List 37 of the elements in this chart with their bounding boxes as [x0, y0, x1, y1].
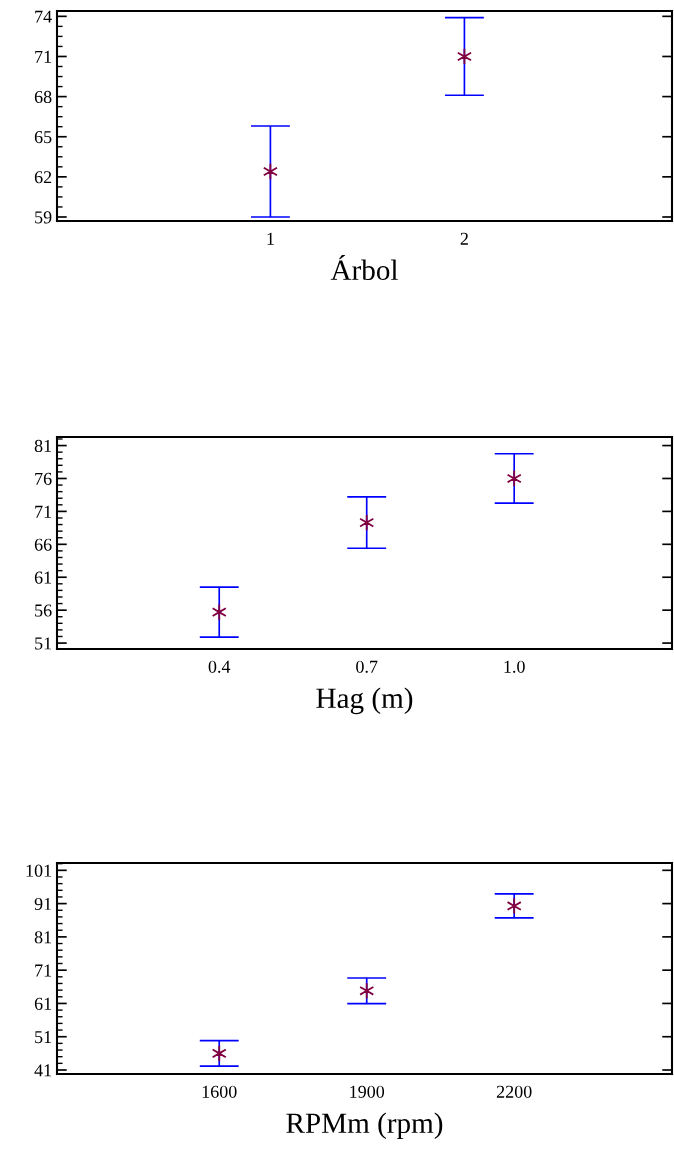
- x-axis-title: Árbol: [330, 254, 398, 281]
- y-tick-label: 59: [35, 211, 52, 224]
- y-tick-label: 74: [35, 10, 52, 23]
- y-tick-label: 91: [34, 897, 52, 911]
- x-tick-label: 1600: [202, 1085, 237, 1098]
- y-tick-label: 41: [34, 1064, 52, 1077]
- y-tick-label: 68: [34, 90, 52, 104]
- y-tick-label: 76: [35, 472, 52, 485]
- x-tick-label: 0.4: [208, 660, 231, 673]
- point: [211, 1044, 227, 1062]
- y-tick-label: 66: [34, 538, 52, 551]
- y-tick-label: 56: [35, 604, 52, 617]
- x-tick-label: 2200: [496, 1085, 532, 1098]
- y-tick-label: 65: [34, 131, 52, 144]
- x-tick-label: 1: [267, 232, 274, 245]
- x-axis-title: Hag (m): [316, 687, 413, 715]
- point: [211, 603, 227, 621]
- y-tick-label: 51: [35, 637, 52, 650]
- y-tick-label: 81: [34, 439, 52, 452]
- x-tick-label: 1.0: [504, 660, 525, 673]
- y-tick-label: 71: [35, 964, 52, 977]
- x-axis-title: RPMm (rpm): [286, 1112, 443, 1140]
- y-tick-label: 61: [34, 571, 52, 584]
- point: [506, 897, 522, 915]
- y-tick-label: 71: [35, 505, 52, 518]
- y-tick-label: 71: [35, 50, 52, 63]
- y-tick-label: 101: [26, 864, 52, 877]
- point: [359, 514, 375, 532]
- x-tick-label: 0.7: [356, 660, 378, 673]
- x-tick-label: 1900: [350, 1085, 385, 1098]
- y-tick-label: 62: [34, 171, 52, 184]
- y-tick-label: 61: [34, 997, 52, 1010]
- y-tick-label: 81: [34, 931, 52, 944]
- point: [359, 982, 375, 1000]
- point: [506, 469, 522, 488]
- x-tick-label: 2: [460, 232, 468, 245]
- y-tick-label: 51: [35, 1031, 52, 1044]
